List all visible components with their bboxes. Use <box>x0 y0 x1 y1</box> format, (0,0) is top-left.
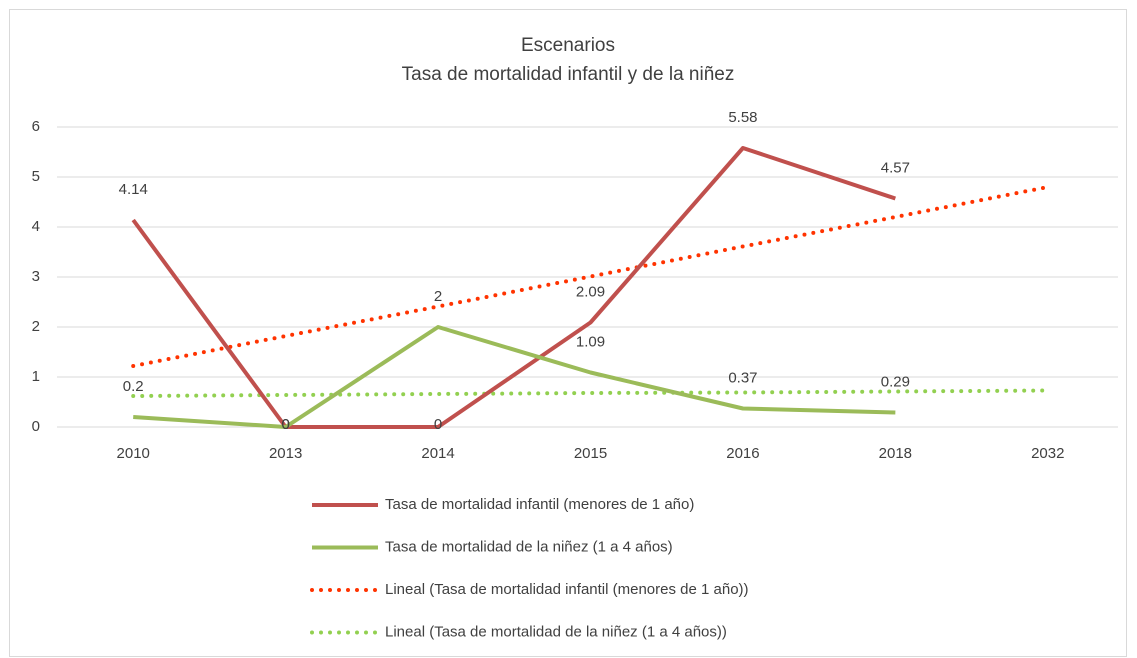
y-tick-label: 4 <box>32 218 40 235</box>
series-line <box>131 388 1050 398</box>
series-line <box>131 146 896 429</box>
data-label: 0 <box>434 416 442 433</box>
y-tick-label: 0 <box>32 418 40 435</box>
data-label: 1.09 <box>576 333 605 350</box>
x-tick-label: 2010 <box>117 445 150 462</box>
chart-title: Escenarios <box>521 35 615 56</box>
data-label: 0.2 <box>123 378 144 395</box>
x-tick-label: 2014 <box>421 445 454 462</box>
data-label: 4.57 <box>881 159 910 176</box>
x-tick-label: 2016 <box>726 445 759 462</box>
x-tick-label: 2013 <box>269 445 302 462</box>
data-label: 0 <box>281 416 289 433</box>
x-tick-label: 2032 <box>1031 445 1064 462</box>
legend-label: Lineal (Tasa de mortalidad infantil (men… <box>385 581 749 598</box>
y-tick-label: 1 <box>32 368 40 385</box>
data-label: 0.37 <box>728 369 757 386</box>
x-tick-label: 2015 <box>574 445 607 462</box>
y-tick-label: 5 <box>32 168 40 185</box>
data-label: 4.14 <box>119 181 148 198</box>
data-label: 0.29 <box>881 373 910 390</box>
legend-label: Tasa de mortalidad infantil (menores de … <box>385 496 694 513</box>
legend-label: Tasa de mortalidad de la niñez (1 a 4 añ… <box>385 538 673 555</box>
data-label: 5.58 <box>728 109 757 126</box>
chart-frame <box>9 9 1127 657</box>
data-label: 2 <box>434 288 442 305</box>
legend-label: Lineal (Tasa de mortalidad de la niñez (… <box>385 623 727 640</box>
data-label: 2.09 <box>576 283 605 300</box>
y-tick-label: 2 <box>32 318 40 335</box>
chart-subtitle: Tasa de mortalidad infantil y de la niñe… <box>402 64 735 85</box>
x-tick-label: 2018 <box>879 445 912 462</box>
series-line <box>133 325 896 429</box>
data-label: 0 <box>281 416 289 433</box>
y-tick-label: 6 <box>32 118 40 135</box>
y-tick-label: 3 <box>32 268 40 285</box>
